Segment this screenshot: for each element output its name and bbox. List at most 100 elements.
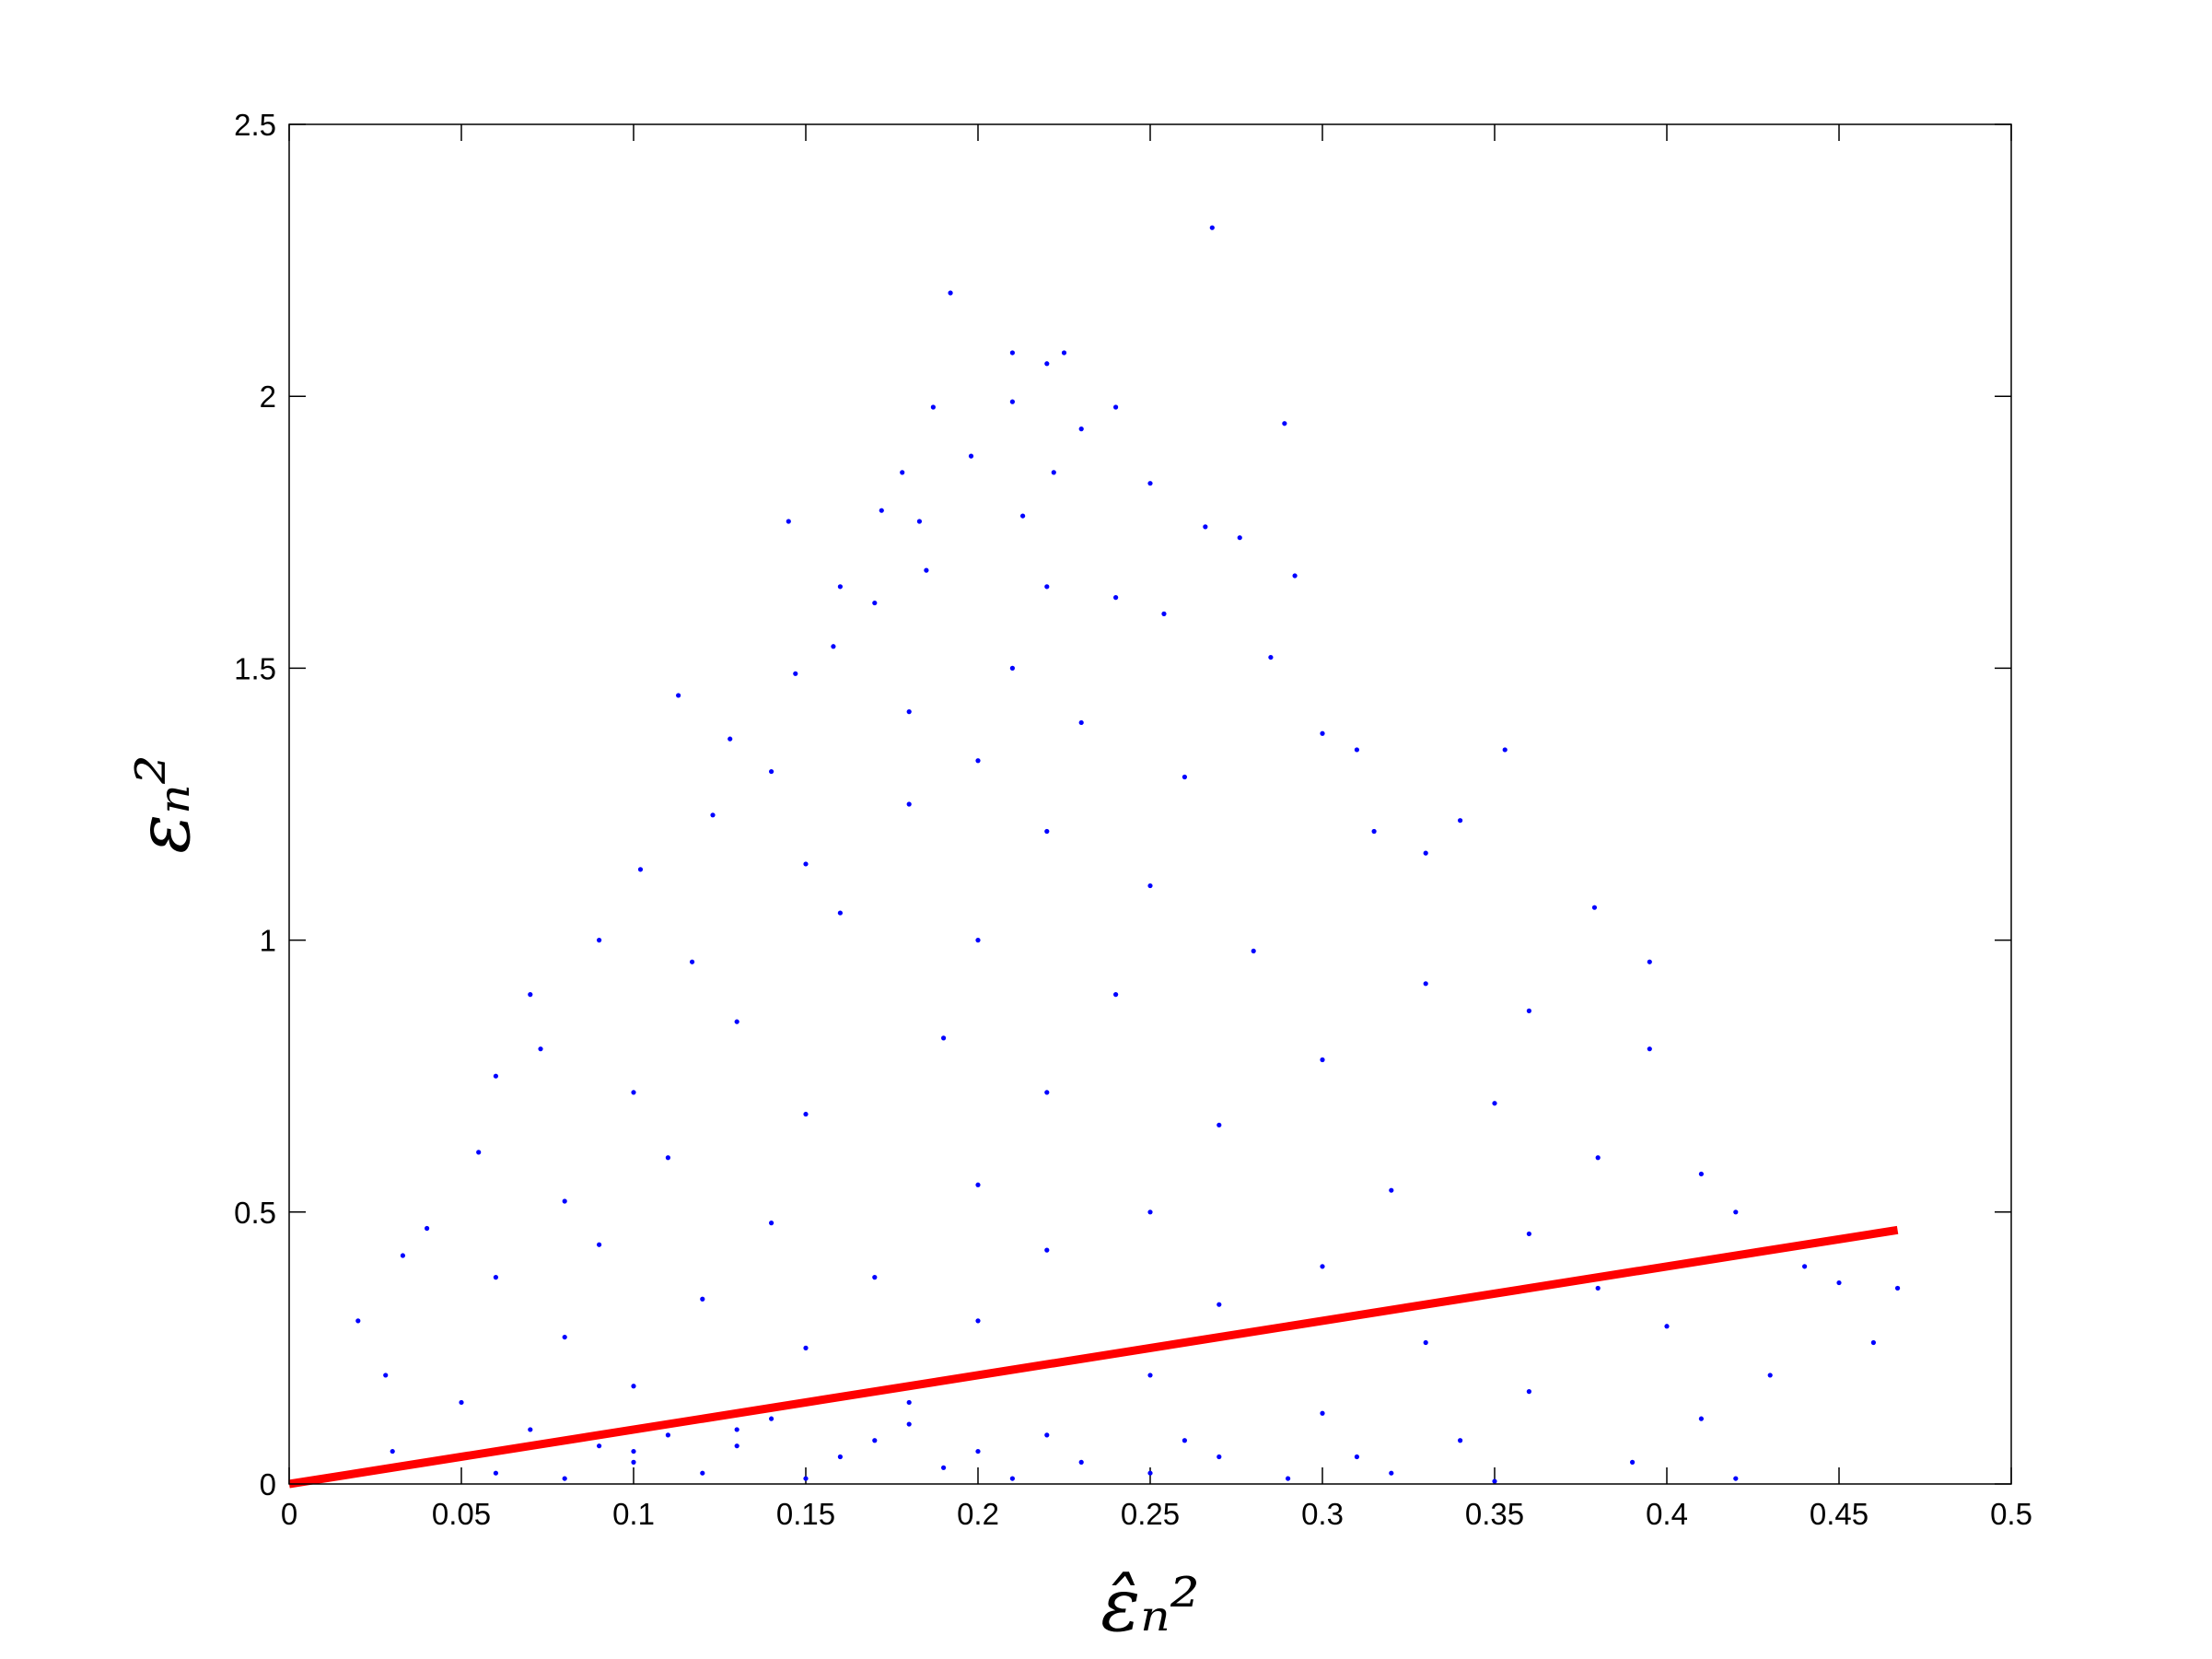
scatter-point [1526, 1389, 1531, 1395]
scatter-point [1502, 747, 1508, 753]
scatter-point [924, 567, 929, 573]
scatter-point [1147, 882, 1153, 889]
scatter-point [700, 1470, 705, 1476]
scatter-point [1698, 1171, 1704, 1177]
scatter-point [1044, 584, 1050, 590]
scatter-point [631, 1448, 636, 1455]
scatter-point [803, 1345, 809, 1350]
scatter-point [1458, 818, 1463, 824]
scatter-point [975, 1182, 981, 1187]
scatter-point [968, 453, 974, 459]
x-tick-label: 0.05 [432, 1497, 491, 1531]
scatter-point [975, 938, 981, 943]
scatter-point [597, 1242, 602, 1247]
scatter-point [538, 1046, 543, 1052]
scatter-point [1423, 1339, 1428, 1346]
scatter-point [1044, 828, 1050, 835]
scatter-point [1894, 1285, 1901, 1291]
scatter-point [769, 1221, 774, 1226]
scatter-point [631, 1459, 636, 1465]
scatter-point [597, 1443, 602, 1449]
scatter-point [1113, 404, 1119, 410]
x-tick-label: 0.35 [1465, 1497, 1524, 1531]
scatter-point [1209, 225, 1215, 230]
scatter-point [916, 519, 923, 524]
scatter-point [631, 1384, 636, 1389]
scatter-point [872, 1438, 878, 1443]
scatter-point [1009, 1476, 1015, 1481]
scatter-point [1630, 1459, 1636, 1465]
scatter-point [710, 812, 716, 818]
x-tick-label: 0.2 [957, 1497, 999, 1531]
scatter-point [1078, 426, 1084, 432]
scatter-point [941, 1035, 947, 1041]
scatter-point [728, 736, 733, 742]
scatter-point [459, 1399, 464, 1406]
scatter-point [803, 1476, 809, 1481]
scatter-point [1595, 1285, 1601, 1291]
scatter-point [1268, 654, 1274, 660]
scatter-point [1492, 1478, 1497, 1484]
scatter-point [1320, 1057, 1325, 1063]
scatter-point [1203, 524, 1208, 530]
scatter-point [562, 1198, 567, 1204]
y-tick-label: 2 [260, 380, 276, 414]
scatter-point [562, 1334, 567, 1340]
scatter-point [1286, 1476, 1291, 1481]
scatter-point [700, 1296, 705, 1302]
scatter-point [1147, 1373, 1153, 1378]
scatter-point [786, 519, 791, 524]
scatter-point [1147, 481, 1153, 486]
x-tick-label: 0.3 [1301, 1497, 1344, 1531]
scatter-point [528, 1427, 533, 1432]
scatter-point [1423, 981, 1428, 987]
fit-line [288, 1225, 1899, 1489]
scatter-point [665, 1432, 671, 1438]
scatter-point [425, 1225, 430, 1232]
scatter-point [1009, 350, 1015, 356]
x-tick-label: 0.45 [1810, 1497, 1869, 1531]
scatter-point [1078, 1459, 1084, 1465]
scatter-point [1526, 1231, 1531, 1237]
scatter-point [1733, 1476, 1739, 1481]
scatter-point [1161, 611, 1167, 616]
scatter-point [1051, 470, 1056, 475]
scatter-point [1526, 1008, 1531, 1013]
scatter-point [476, 1150, 482, 1155]
scatter-point [1733, 1209, 1739, 1215]
scatter-point [1009, 399, 1015, 404]
x-tick-label: 0.15 [776, 1497, 835, 1531]
scatter-point [400, 1253, 406, 1258]
scatter-point [1591, 905, 1598, 910]
scatter-point [1354, 1454, 1359, 1460]
scatter-point [1044, 361, 1050, 367]
x-tick-label: 0 [281, 1497, 297, 1531]
scatter-point [1061, 350, 1067, 356]
scatter-point [631, 1090, 636, 1095]
scatter-point [390, 1448, 395, 1455]
scatter-point [803, 1111, 809, 1117]
x-tick-label: 0.25 [1121, 1497, 1180, 1531]
scatter-point [1113, 992, 1119, 998]
scatter-point [1371, 828, 1377, 835]
scatter-point [793, 671, 798, 676]
y-tick-label: 1 [260, 924, 276, 958]
scatter-point [1182, 774, 1187, 780]
scatter-point [872, 600, 878, 606]
scatter-point [1320, 1264, 1325, 1269]
scatter-point [1320, 730, 1325, 736]
scatter-point [930, 404, 936, 410]
scatter-point [837, 1454, 844, 1460]
scatter-point [1595, 1155, 1601, 1161]
scatter-point [1698, 1416, 1704, 1421]
scatter-point [1217, 1122, 1222, 1127]
scatter-point [906, 1421, 912, 1427]
y-tick-label: 0.5 [234, 1196, 276, 1230]
scatter-point [493, 1470, 499, 1476]
scatter-point [1354, 747, 1359, 753]
scatter-point [948, 290, 953, 296]
scatter-point [734, 1427, 739, 1432]
scatter-point [769, 768, 774, 775]
